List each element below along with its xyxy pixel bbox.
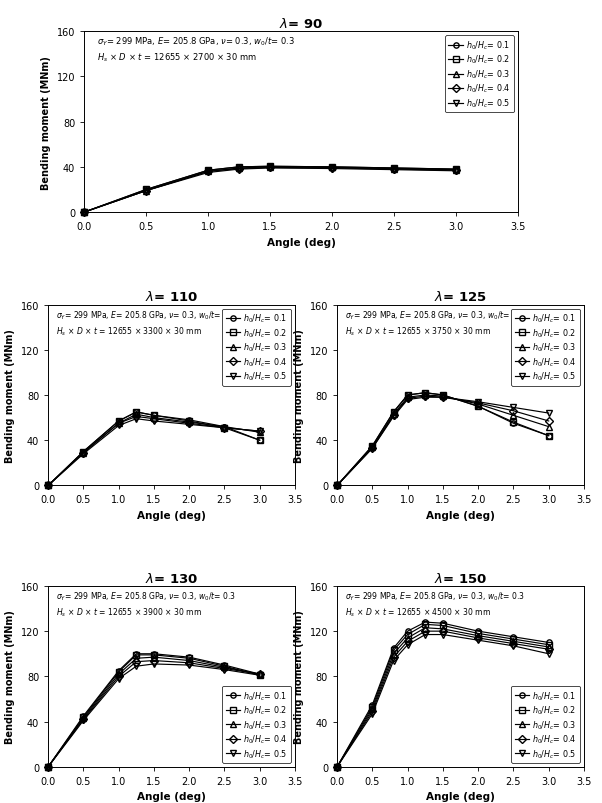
X-axis label: Angle (deg): Angle (deg) xyxy=(426,511,495,520)
Text: $\sigma_Y$= 299 MPa, $E$= 205.8 GPa, $\nu$= 0.3, $w_0/t$= 0.3
$H_s$ × $D$ × $t$ : $\sigma_Y$= 299 MPa, $E$= 205.8 GPa, $\n… xyxy=(344,309,525,337)
X-axis label: Angle (deg): Angle (deg) xyxy=(137,792,206,801)
Y-axis label: Bending moment (MNm): Bending moment (MNm) xyxy=(41,55,51,190)
Text: $\sigma_Y$= 299 MPa, $E$= 205.8 GPa, $\nu$= 0.3, $w_0/t$= 0.3
$H_s$ × $D$ × $t$ : $\sigma_Y$= 299 MPa, $E$= 205.8 GPa, $\n… xyxy=(98,35,295,64)
Legend: $h_0/H_c$= 0.1, $h_0/H_c$= 0.2, $h_0/H_c$= 0.3, $h_0/H_c$= 0.4, $h_0/H_c$= 0.5: $h_0/H_c$= 0.1, $h_0/H_c$= 0.2, $h_0/H_c… xyxy=(222,686,291,763)
Text: $\sigma_Y$= 299 MPa, $E$= 205.8 GPa, $\nu$= 0.3, $w_0/t$= 0.3
$H_s$ × $D$ × $t$ : $\sigma_Y$= 299 MPa, $E$= 205.8 GPa, $\n… xyxy=(344,589,525,618)
Y-axis label: Bending moment (MNm): Bending moment (MNm) xyxy=(5,609,15,744)
Title: $\lambda$= 90: $\lambda$= 90 xyxy=(279,17,323,31)
Legend: $h_0/H_c$= 0.1, $h_0/H_c$= 0.2, $h_0/H_c$= 0.3, $h_0/H_c$= 0.4, $h_0/H_c$= 0.5: $h_0/H_c$= 0.1, $h_0/H_c$= 0.2, $h_0/H_c… xyxy=(222,309,291,386)
Title: $\lambda$= 125: $\lambda$= 125 xyxy=(434,290,487,304)
X-axis label: Angle (deg): Angle (deg) xyxy=(137,511,206,520)
Title: $\lambda$= 130: $\lambda$= 130 xyxy=(145,571,198,585)
X-axis label: Angle (deg): Angle (deg) xyxy=(426,792,495,801)
Y-axis label: Bending moment (MNm): Bending moment (MNm) xyxy=(294,609,304,744)
Legend: $h_0/H_c$= 0.1, $h_0/H_c$= 0.2, $h_0/H_c$= 0.3, $h_0/H_c$= 0.4, $h_0/H_c$= 0.5: $h_0/H_c$= 0.1, $h_0/H_c$= 0.2, $h_0/H_c… xyxy=(511,686,580,763)
Legend: $h_0/H_c$= 0.1, $h_0/H_c$= 0.2, $h_0/H_c$= 0.3, $h_0/H_c$= 0.4, $h_0/H_c$= 0.5: $h_0/H_c$= 0.1, $h_0/H_c$= 0.2, $h_0/H_c… xyxy=(445,36,514,113)
Y-axis label: Bending moment (MNm): Bending moment (MNm) xyxy=(294,328,304,463)
Text: $\sigma_Y$= 299 MPa, $E$= 205.8 GPa, $\nu$= 0.3, $w_0/t$= 0.3
$H_s$ × $D$ × $t$ : $\sigma_Y$= 299 MPa, $E$= 205.8 GPa, $\n… xyxy=(55,309,236,337)
Y-axis label: Bending moment (MNm): Bending moment (MNm) xyxy=(5,328,15,463)
Title: $\lambda$= 110: $\lambda$= 110 xyxy=(145,290,198,304)
Title: $\lambda$= 150: $\lambda$= 150 xyxy=(434,571,487,585)
Text: $\sigma_Y$= 299 MPa, $E$= 205.8 GPa, $\nu$= 0.3, $w_0/t$= 0.3
$H_s$ × $D$ × $t$ : $\sigma_Y$= 299 MPa, $E$= 205.8 GPa, $\n… xyxy=(55,589,236,618)
Legend: $h_0/H_c$= 0.1, $h_0/H_c$= 0.2, $h_0/H_c$= 0.3, $h_0/H_c$= 0.4, $h_0/H_c$= 0.5: $h_0/H_c$= 0.1, $h_0/H_c$= 0.2, $h_0/H_c… xyxy=(511,309,580,386)
X-axis label: Angle (deg): Angle (deg) xyxy=(267,238,335,247)
